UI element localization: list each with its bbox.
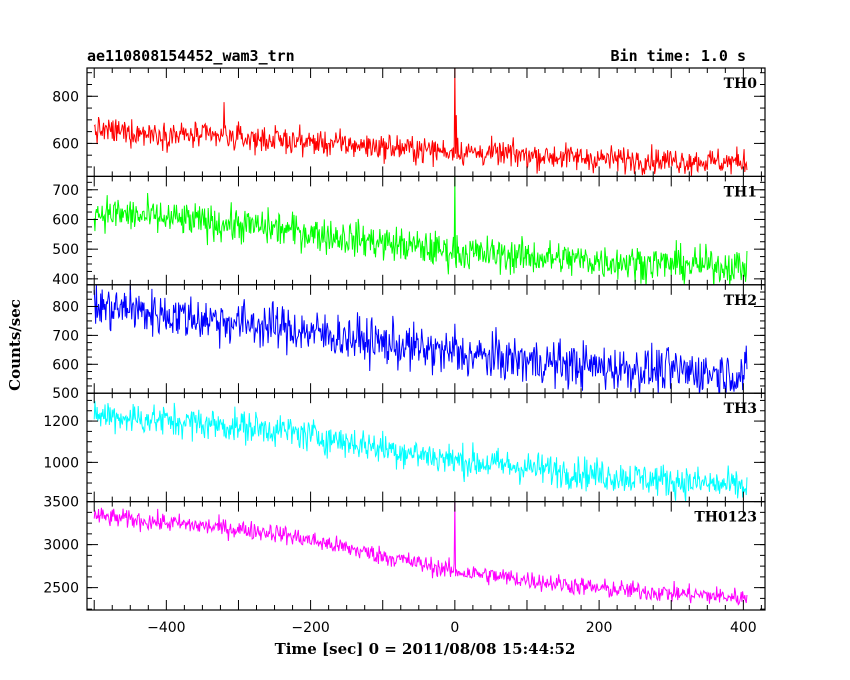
y-tick-label: 1200 bbox=[43, 414, 79, 430]
x-tick-label: 0 bbox=[450, 620, 459, 636]
y-axis-title: Counts/sec bbox=[6, 299, 24, 391]
y-tick-label: 1000 bbox=[43, 455, 79, 471]
x-tick-label: 400 bbox=[730, 620, 757, 636]
panel-th1: 400 500 600 700 TH1 bbox=[52, 175, 766, 288]
y-tick-label: 800 bbox=[52, 299, 79, 315]
y-tick-label: 700 bbox=[52, 328, 79, 344]
y-tick-label: 500 bbox=[52, 242, 79, 258]
panel-label-th0123: TH0123 bbox=[694, 510, 757, 526]
y-tick-label: 3500 bbox=[43, 495, 79, 511]
x-axis: −400 −200 0 200 400 bbox=[147, 620, 757, 636]
series-line-th3 bbox=[93, 401, 748, 502]
y-tick-label: 500 bbox=[52, 386, 79, 402]
object-name-header: ae110808154452_wam3_trn bbox=[87, 47, 295, 65]
y-tick-label: 800 bbox=[52, 89, 79, 105]
y-tick-label: 400 bbox=[52, 272, 79, 288]
x-tick-label: −400 bbox=[147, 620, 185, 636]
y-tick-label: 3000 bbox=[43, 538, 79, 554]
panel-label-th3: TH3 bbox=[724, 401, 757, 417]
panel-th0123: 2500 3000 3500 TH0123 bbox=[43, 495, 766, 611]
panel-th2: 500 600 700 800 TH2 bbox=[52, 284, 766, 402]
panel-label-th2: TH2 bbox=[724, 293, 757, 309]
series-line-th1 bbox=[93, 176, 748, 285]
series-line-th0 bbox=[93, 68, 748, 177]
y-tick-label: 600 bbox=[52, 136, 79, 152]
y-tick-label: 2500 bbox=[43, 581, 79, 597]
bin-time-header: Bin time: 1.0 s bbox=[611, 47, 746, 65]
y-tick-label: 600 bbox=[52, 357, 79, 373]
panel-label-th0: TH0 bbox=[724, 76, 758, 92]
x-tick-label: 200 bbox=[586, 620, 613, 636]
y-tick-label: 700 bbox=[52, 183, 79, 199]
series-line-th0123 bbox=[93, 501, 748, 606]
x-axis-title: Time [sec] 0 = 2011/08/08 15:44:52 bbox=[275, 640, 576, 658]
series-line-th2 bbox=[93, 284, 748, 394]
panels-layer: 600 800 TH0 400 500 600 700 TH1 500 600 700 800 TH2 1… bbox=[43, 67, 766, 611]
x-tick-label: −200 bbox=[291, 620, 329, 636]
panel-label-th1: TH1 bbox=[724, 184, 757, 200]
y-tick-label: 600 bbox=[52, 212, 79, 228]
